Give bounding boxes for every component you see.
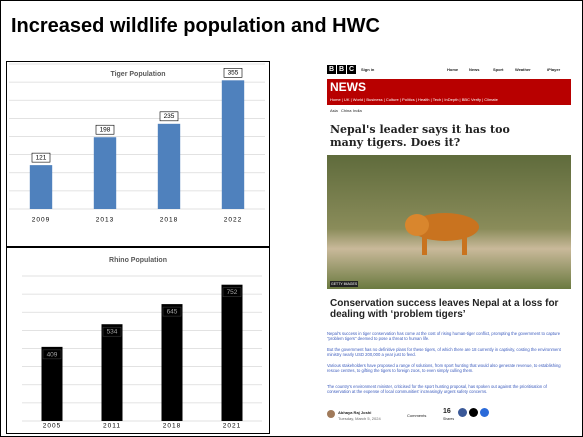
nav-item[interactable]: Weather: [515, 67, 531, 72]
share-label: Shares: [443, 417, 454, 421]
nav-item[interactable]: iPlayer: [547, 67, 560, 72]
data-label: 235: [164, 113, 175, 120]
subheadline: Conservation success leaves Nepal at a l…: [330, 298, 570, 320]
logo-letter: B: [327, 65, 336, 74]
image-credit: GETTY IMAGES: [330, 281, 358, 287]
data-label: 121: [36, 155, 47, 162]
bullet: But the government has no definitive pla…: [327, 347, 567, 357]
bullet: Nepal's success in tiger conservation ha…: [327, 331, 567, 341]
x-tick-label: 2005: [43, 423, 61, 430]
logo-letter: B: [337, 65, 346, 74]
headline: Nepal's leader says it has too many tige…: [330, 123, 535, 149]
nav-item[interactable]: Sport: [493, 67, 503, 72]
logo-letter: C: [347, 65, 356, 74]
nav-item[interactable]: News: [469, 67, 479, 72]
date: Tuesday, March 5, 2024: [338, 416, 381, 421]
share-button[interactable]: [480, 408, 489, 417]
data-label: 409: [47, 351, 58, 358]
bar: [162, 304, 183, 421]
share-button[interactable]: [458, 408, 467, 417]
chart-title: Tiger Population: [110, 71, 165, 78]
x-tick-label: 2009: [32, 217, 50, 224]
x-tick-label: 2021: [223, 423, 241, 430]
submenu-item[interactable]: India: [353, 108, 362, 113]
bar: [222, 285, 243, 421]
bar: [94, 137, 116, 209]
data-label: 645: [167, 309, 178, 316]
comments[interactable]: Comments: [407, 413, 426, 418]
photo: [327, 155, 571, 289]
x-tick-label: 2018: [163, 423, 181, 430]
photo-art: [327, 155, 571, 289]
chart-title: Rhino Population: [109, 257, 167, 264]
chart-box: Rhino Population 2005 409 2011 534 2018 645 202…: [6, 247, 270, 434]
bullet: The country's environment minister, crit…: [327, 384, 567, 394]
bar: [158, 124, 180, 209]
x-tick-label: 2011: [103, 423, 121, 430]
submenu-item[interactable]: China: [341, 108, 351, 113]
x-tick-label: 2022: [224, 217, 242, 224]
slide-title: Increased wildlife population and HWC: [11, 15, 380, 38]
author[interactable]: Abhaya Raj Joshi: [338, 410, 371, 415]
share-button[interactable]: [469, 408, 478, 417]
slide: Increased wildlife population and HWC Ti…: [0, 0, 583, 437]
menu[interactable]: Home | UK | World | Business | Culture |…: [330, 97, 498, 102]
avatar: [327, 410, 335, 418]
bar: [30, 165, 52, 209]
share-count: 16: [443, 408, 451, 415]
chart: Rhino Population 2005 409 2011 534 2018 645 202…: [7, 248, 269, 433]
chart: Tiger Population 2009 121 2013 198 2018 235 202…: [7, 62, 269, 246]
nav-item[interactable]: Sign in: [361, 67, 374, 72]
data-label: 752: [227, 289, 238, 296]
x-tick-label: 2018: [160, 217, 178, 224]
bar: [102, 324, 123, 421]
submenu-item[interactable]: Asia: [330, 108, 338, 113]
bar: [222, 80, 244, 209]
x-tick-label: 2013: [96, 217, 114, 224]
bullet: Various stakeholders have proposed a ran…: [327, 363, 567, 373]
data-label: 534: [107, 329, 118, 336]
brand: NEWS: [330, 80, 366, 94]
data-label: 355: [228, 70, 239, 77]
nav-item[interactable]: Home: [447, 67, 458, 72]
chart-box: Tiger Population 2009 121 2013 198 2018 235 202…: [6, 61, 270, 247]
data-label: 198: [100, 127, 111, 134]
